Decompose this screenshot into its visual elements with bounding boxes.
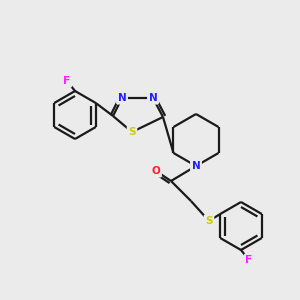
Text: S: S: [205, 216, 213, 226]
Text: F: F: [245, 255, 253, 265]
Text: N: N: [192, 161, 200, 171]
Text: F: F: [63, 76, 70, 86]
Text: N: N: [148, 93, 158, 103]
Text: N: N: [118, 93, 126, 103]
Text: O: O: [152, 166, 160, 176]
Text: S: S: [128, 127, 136, 137]
